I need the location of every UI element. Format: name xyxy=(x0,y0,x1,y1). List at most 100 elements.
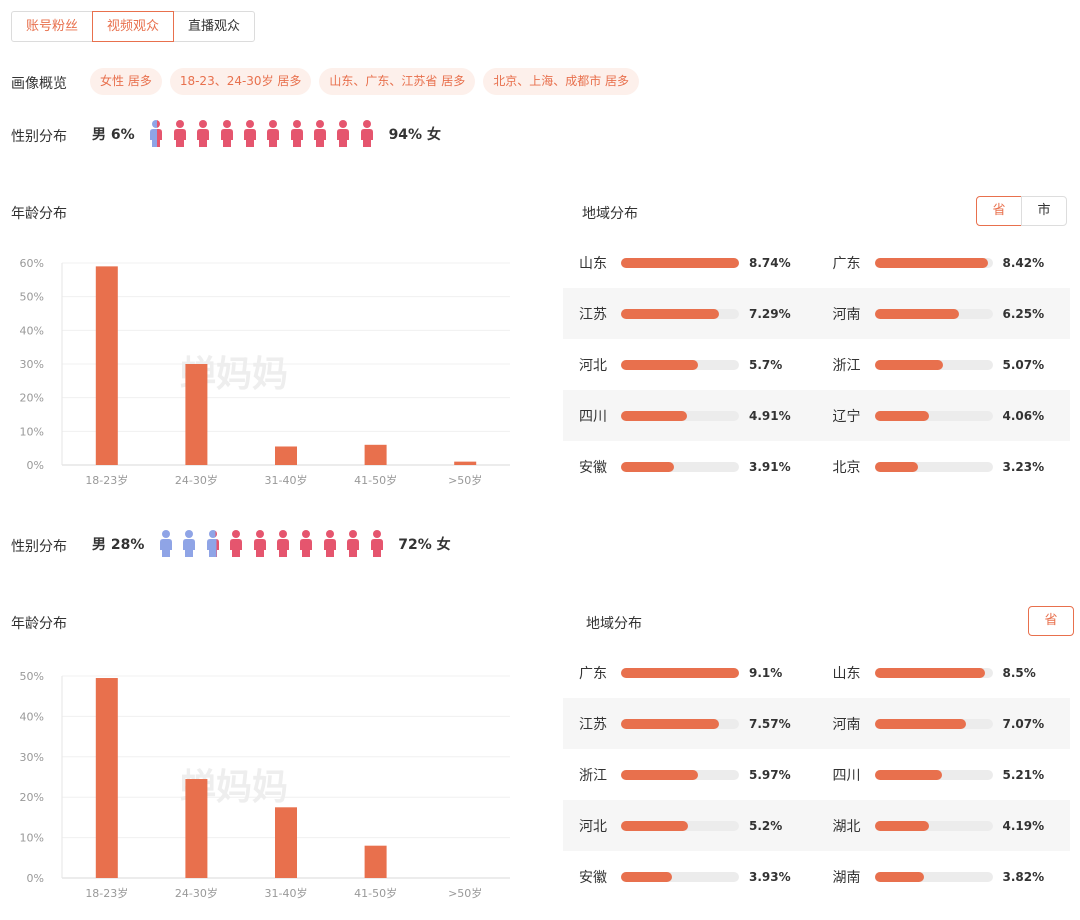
x-tick-label: 18-23岁 xyxy=(85,473,128,487)
portrait-tag-province: 山东、广东、江苏省 居多 xyxy=(319,68,476,95)
region-bar xyxy=(874,769,993,780)
person-icon xyxy=(295,529,318,559)
region-bar xyxy=(621,718,739,729)
age-label-1: 年龄分布 xyxy=(11,206,67,222)
x-tick-label: >50岁 xyxy=(448,473,482,487)
region-name: 浙江 xyxy=(579,767,607,784)
y-tick-label: 10% xyxy=(20,832,44,845)
region-value: 5.2% xyxy=(749,818,783,833)
region-bar-fill xyxy=(621,308,720,319)
region-bar xyxy=(621,820,739,831)
person-icon xyxy=(285,119,308,149)
region-value: 7.07% xyxy=(1002,716,1045,731)
region-item: 广东 9.1% xyxy=(563,647,817,698)
region-name: 四川 xyxy=(579,408,607,425)
portrait-tag-gender: 女性 居多 xyxy=(90,68,162,95)
region-bar xyxy=(621,257,739,268)
y-tick-label: 0% xyxy=(27,459,44,472)
region-list-1: 山东 8.74% 广东 8.42% 江苏 7.29% 河南 6.25% 河北 5.7% 浙江 5.07… xyxy=(563,237,1070,492)
region-row: 安徽 3.93% 湖南 3.82% xyxy=(563,851,1070,902)
region-item: 河北 5.7% xyxy=(563,339,817,390)
region-value: 6.25% xyxy=(1002,306,1045,321)
region-item: 山东 8.74% xyxy=(563,237,817,288)
person-icon xyxy=(168,119,191,149)
region-bar xyxy=(874,461,993,472)
region-name: 河北 xyxy=(579,357,607,374)
region-bar-fill xyxy=(621,769,699,780)
female-percent-2: 72% 女 xyxy=(398,537,451,553)
region-bar xyxy=(874,257,993,268)
region-name: 湖南 xyxy=(832,869,861,886)
region-toggle-1: 省 市 xyxy=(976,196,1067,226)
x-tick-label: 41-50岁 xyxy=(354,473,397,487)
tab-live-audience[interactable]: 直播观众 xyxy=(173,11,256,42)
toggle-province-2[interactable]: 省 xyxy=(1028,606,1074,636)
male-percent-2: 男 28% xyxy=(92,537,145,553)
audience-tabs: 账号粉丝 视频观众 直播观众 xyxy=(11,11,256,42)
region-value: 8.5% xyxy=(1002,665,1036,680)
region-bar xyxy=(621,667,739,678)
region-name: 山东 xyxy=(579,255,607,272)
region-name: 河南 xyxy=(832,306,861,323)
gender-label-1: 性别分布 xyxy=(11,129,67,145)
region-name: 广东 xyxy=(832,255,861,272)
portrait-tag-city: 北京、上海、成都市 居多 xyxy=(483,68,640,95)
region-bar-fill xyxy=(874,257,989,268)
region-bar-fill xyxy=(621,461,674,472)
age-chart-2: 0% 10% 20% 30% 40% 50% 蝉妈妈 18-23岁 24-30岁 31-40岁 41… xyxy=(0,658,520,912)
region-item: 北京 3.23% xyxy=(817,441,1071,492)
region-bar xyxy=(621,871,739,882)
y-tick-label: 40% xyxy=(20,324,44,337)
age-bar-3 xyxy=(275,446,297,465)
region-row: 安徽 3.91% 北京 3.23% xyxy=(563,441,1070,492)
region-bar-fill xyxy=(874,667,985,678)
person-icon xyxy=(262,119,285,149)
age-bar-1 xyxy=(95,678,118,878)
person-icon xyxy=(238,119,261,149)
region-bar xyxy=(874,820,993,831)
region-bar-fill xyxy=(874,769,943,780)
region-bar-fill xyxy=(874,820,929,831)
gender-icons-1 xyxy=(145,119,379,149)
region-row: 江苏 7.29% 河南 6.25% xyxy=(563,288,1070,339)
y-tick-label: 0% xyxy=(27,872,44,885)
y-tick-label: 20% xyxy=(20,791,44,804)
y-tick-label: 30% xyxy=(20,751,44,764)
region-bar-fill xyxy=(621,667,739,678)
region-bar xyxy=(874,359,993,370)
toggle-province-1[interactable]: 省 xyxy=(976,196,1022,226)
region-bar-fill xyxy=(621,257,739,268)
region-value: 5.97% xyxy=(749,767,791,782)
tab-account-fans[interactable]: 账号粉丝 xyxy=(11,11,94,42)
region-item: 安徽 3.91% xyxy=(563,441,817,492)
region-name: 江苏 xyxy=(579,306,607,323)
age-bar-1 xyxy=(95,266,118,465)
x-tick-label: 18-23岁 xyxy=(85,886,128,900)
region-bar xyxy=(621,359,739,370)
region-bar xyxy=(621,461,739,472)
region-bar-fill xyxy=(621,871,672,882)
region-bar-fill xyxy=(874,308,959,319)
region-value: 8.42% xyxy=(1002,255,1045,270)
region-item: 安徽 3.93% xyxy=(563,851,817,902)
y-tick-label: 30% xyxy=(20,358,44,371)
toggle-city-1[interactable]: 市 xyxy=(1021,196,1067,226)
person-icon xyxy=(365,529,388,559)
region-title-2: 地域分布 xyxy=(586,616,642,632)
region-bar-fill xyxy=(621,359,698,370)
region-name: 四川 xyxy=(832,767,861,784)
region-value: 3.23% xyxy=(1002,459,1045,474)
region-name: 安徽 xyxy=(579,459,607,476)
region-value: 4.06% xyxy=(1002,408,1045,423)
region-bar xyxy=(621,769,739,780)
region-bar-fill xyxy=(874,871,925,882)
region-bar xyxy=(874,410,993,421)
tab-video-audience[interactable]: 视频观众 xyxy=(92,11,175,42)
region-value: 4.91% xyxy=(749,408,791,423)
region-item: 四川 4.91% xyxy=(563,390,817,441)
region-name: 河南 xyxy=(832,716,861,733)
region-item: 广东 8.42% xyxy=(817,237,1071,288)
region-row: 山东 8.74% 广东 8.42% xyxy=(563,237,1070,288)
